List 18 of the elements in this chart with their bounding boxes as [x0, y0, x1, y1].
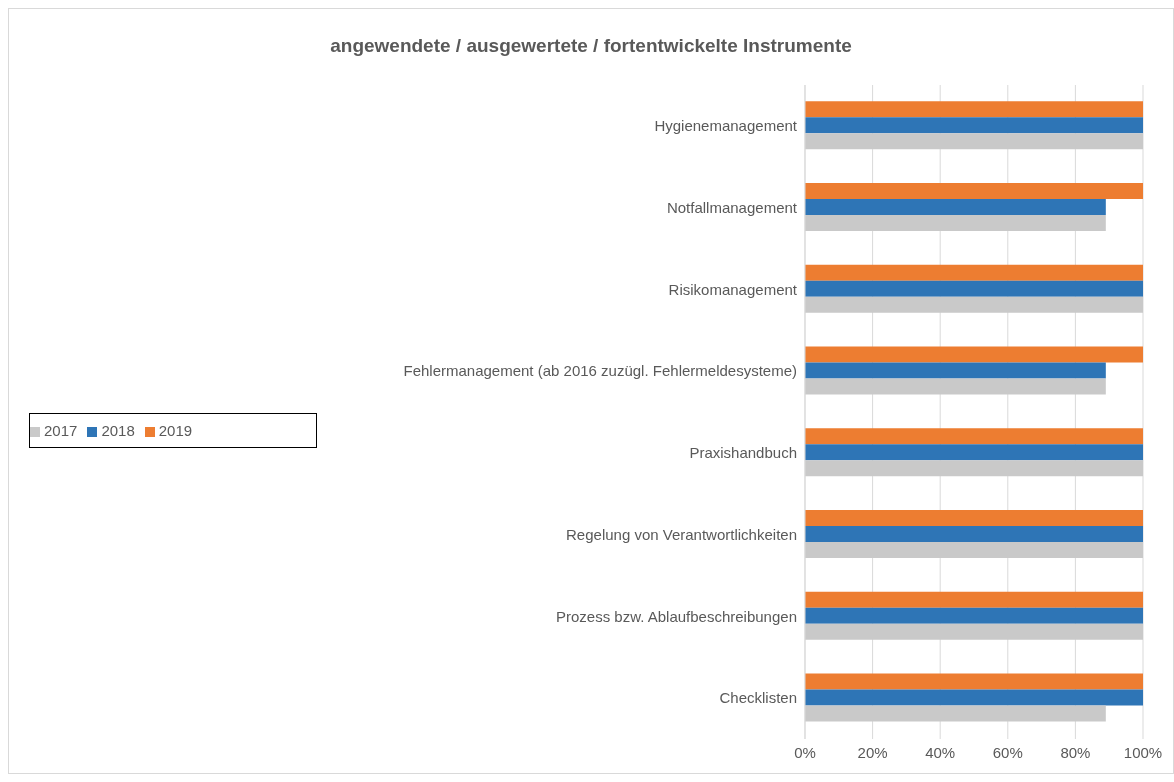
legend-label: 2019	[158, 421, 193, 439]
y-tick-label: Praxishandbuch	[689, 444, 797, 462]
y-tick-label: Risikomanagement	[668, 280, 798, 298]
y-tick-label: Prozess bzw. Ablaufbeschreibungen	[556, 607, 797, 625]
x-tick-label: 20%	[857, 743, 888, 761]
y-tick-label: Fehlermanagement (ab 2016 zuzügl. Fehlermeldesysteme)	[403, 362, 797, 380]
legend-label: 2018	[101, 421, 135, 439]
y-tick-label: Hygienemanagement	[654, 117, 798, 135]
legend-label: 2017	[44, 421, 78, 439]
x-tick-label: 40%	[925, 743, 956, 761]
text: angewendete / ausgewertete / fortentwickelte Instrumente	[329, 34, 853, 58]
x-tick-label: 80%	[1060, 743, 1091, 761]
y-tick-label: Notfallmanagement	[666, 198, 798, 216]
y-tick-label: Checklisten	[719, 689, 797, 707]
y-tick-label: Regelung von Verantwortlichkeiten	[566, 525, 797, 543]
x-tick-label: 60%	[992, 743, 1023, 761]
x-tick-label: 100%	[1123, 743, 1163, 761]
x-tick-label: 0%	[794, 743, 816, 761]
